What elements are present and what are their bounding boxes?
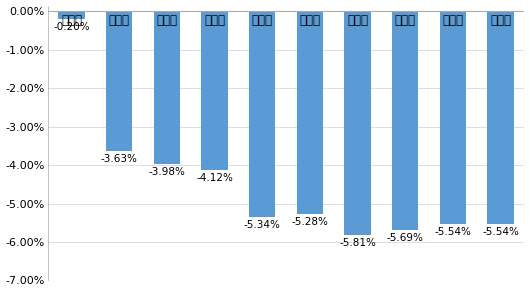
Text: -5.28%: -5.28% <box>292 217 329 227</box>
Text: -5.54%: -5.54% <box>435 227 471 237</box>
Bar <box>154 11 180 164</box>
Text: -5.34%: -5.34% <box>244 220 281 230</box>
Bar <box>344 11 370 235</box>
Bar <box>392 11 418 230</box>
Bar <box>440 11 466 224</box>
Text: 第六个: 第六个 <box>299 14 321 27</box>
Text: 第五个: 第五个 <box>252 14 273 27</box>
Text: -5.81%: -5.81% <box>339 238 376 248</box>
Text: -3.98%: -3.98% <box>148 167 185 178</box>
Text: 第九个: 第九个 <box>443 14 463 27</box>
Text: -0.20%: -0.20% <box>53 22 90 32</box>
Text: -4.12%: -4.12% <box>196 173 233 183</box>
Text: 第三个: 第三个 <box>156 14 178 27</box>
Bar <box>201 11 228 170</box>
Text: 第十个: 第十个 <box>490 14 511 27</box>
Text: -5.54%: -5.54% <box>482 227 519 237</box>
Text: 第一个: 第一个 <box>61 14 82 27</box>
Text: -5.69%: -5.69% <box>387 233 423 243</box>
Bar <box>106 11 132 151</box>
Bar <box>297 11 323 214</box>
Bar <box>58 11 85 19</box>
Bar <box>488 11 514 224</box>
Text: 第四个: 第四个 <box>204 14 225 27</box>
Text: 第二个: 第二个 <box>109 14 130 27</box>
Text: 第七个: 第七个 <box>347 14 368 27</box>
Bar <box>249 11 276 217</box>
Text: -3.63%: -3.63% <box>101 154 138 164</box>
Text: 第八个: 第八个 <box>395 14 416 27</box>
